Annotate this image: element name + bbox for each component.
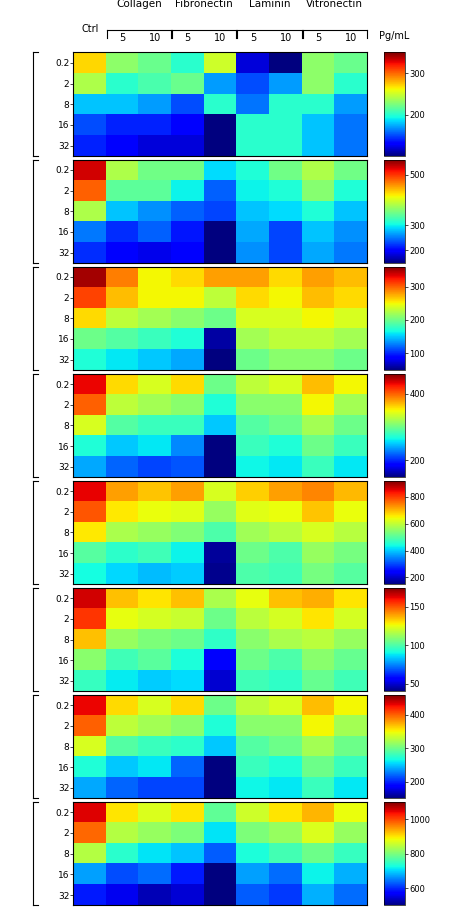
Text: 10: 10 [149,33,161,43]
Text: Fibronectin: Fibronectin [175,0,233,9]
Text: 5: 5 [250,33,256,43]
Text: Vitronectin: Vitronectin [306,0,363,9]
Text: Collagen: Collagen [116,0,162,9]
Text: Pg/mL: Pg/mL [379,31,410,41]
Text: 5: 5 [315,33,321,43]
Text: Ctrl: Ctrl [81,24,99,34]
Text: Laminin: Laminin [249,0,290,9]
Text: 10: 10 [345,33,357,43]
Text: 10: 10 [214,33,227,43]
Text: 5: 5 [185,33,191,43]
Text: 5: 5 [119,33,126,43]
Text: 10: 10 [280,33,292,43]
